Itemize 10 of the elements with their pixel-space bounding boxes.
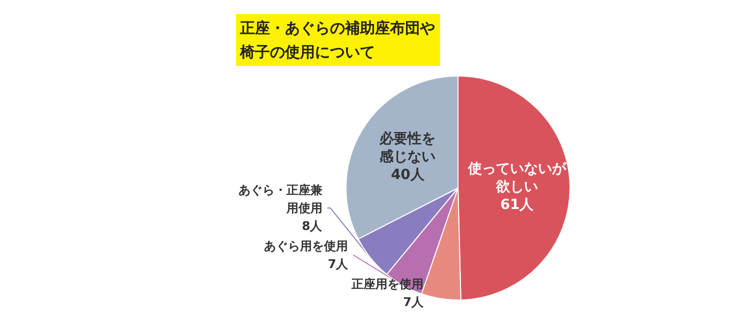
data-label: 40人 [390, 167, 426, 184]
data-label: 8人 [302, 219, 324, 233]
slice-label: あぐら用を使用 [264, 239, 348, 253]
data-label: 7人 [328, 257, 350, 271]
chart-title: 正座・あぐらの補助座布団や椅子の使用について [239, 19, 435, 61]
data-label: 61人 [500, 197, 535, 214]
slice-label: 必要性を感じない [378, 130, 436, 166]
slice-label: あぐら・正座兼用使用 [238, 183, 322, 215]
data-label: 7人 [403, 295, 424, 309]
slice-label: 使っていないが欲しい [466, 161, 567, 196]
